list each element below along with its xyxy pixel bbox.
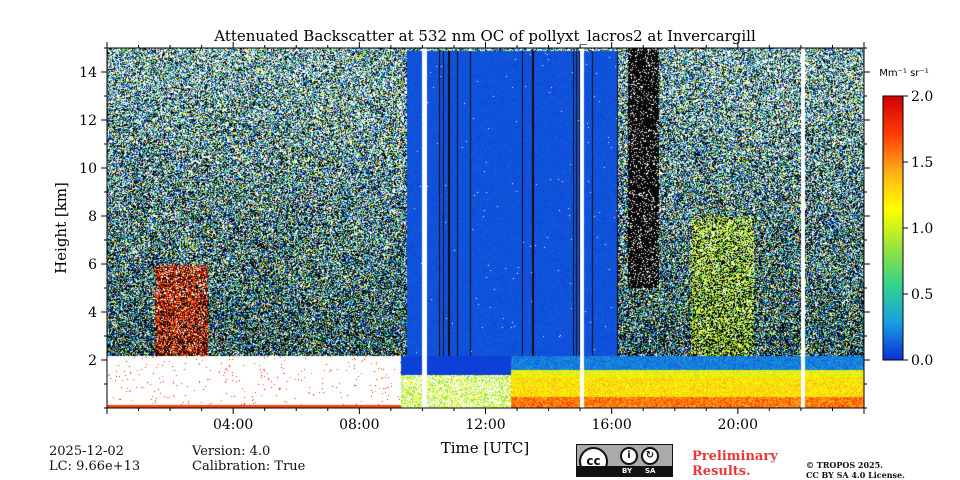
colorbar-tick-label: 1.0 [911,221,933,237]
calibration-label: Calibration: True [192,459,306,474]
x-axis: 04:00 08:00 12:00 16:00 20:00 [106,42,865,433]
x-axis-label: Time [UTC] [441,439,530,457]
y-tick-label: 14 [79,65,97,81]
copyright-line-1: © TROPOS 2025. [806,460,883,470]
y-tick-label: 6 [88,257,97,273]
cc-by-text: BY [622,467,633,475]
colorbar-tick-label: 0.5 [911,287,933,303]
x-tick-label: 16:00 [591,417,631,433]
colorbar [882,95,904,361]
preliminary-line-2: Results. [692,464,751,479]
preliminary-line-1: Preliminary [692,449,778,464]
cc-license-badge: cc i ↻ BY SA [576,444,673,477]
y-tick-label: 10 [79,161,97,177]
cc-icon: cc [579,447,608,476]
y-tick-label: 2 [88,353,97,369]
y-axis: 2 4 6 8 10 12 14 [79,47,870,409]
colorbar-tick-label: 0.0 [911,353,933,369]
x-tick-label: 12:00 [465,417,505,433]
y-axis-label: Height [km] [52,182,70,274]
preliminary-notice: Preliminary Results. [692,449,778,479]
y-tick-label: 12 [79,113,97,129]
cc-sa-text: SA [645,467,656,475]
share-alike-icon: ↻ [641,447,659,465]
x-tick-label: 04:00 [213,417,253,433]
lc-label: LC: 9.66e+13 [49,459,141,474]
colorbar-tick-label: 2.0 [911,89,933,105]
chart-title: Attenuated Backscatter at 532 nm OC of p… [213,27,756,45]
y-tick-label: 8 [88,209,97,225]
backscatter-heatmap [107,48,864,408]
copyright-notice: © TROPOS 2025. CC BY SA 4.0 License. [806,460,905,480]
copyright-line-2: CC BY SA 4.0 License. [806,470,905,480]
date-label: 2025-12-02 [49,444,124,459]
attribution-icon: i [620,447,638,465]
y-tick-label: 4 [88,305,97,321]
colorbar-unit-label: Mm⁻¹ sr⁻¹ [879,68,928,79]
x-tick-label: 20:00 [718,417,758,433]
cc-badge-band [577,466,672,476]
version-label: Version: 4.0 [192,444,271,459]
colorbar-ticks: 0.0 0.5 1.0 1.5 2.0 [903,89,933,369]
x-tick-label: 08:00 [339,417,379,433]
colorbar-tick-label: 1.5 [911,155,933,171]
